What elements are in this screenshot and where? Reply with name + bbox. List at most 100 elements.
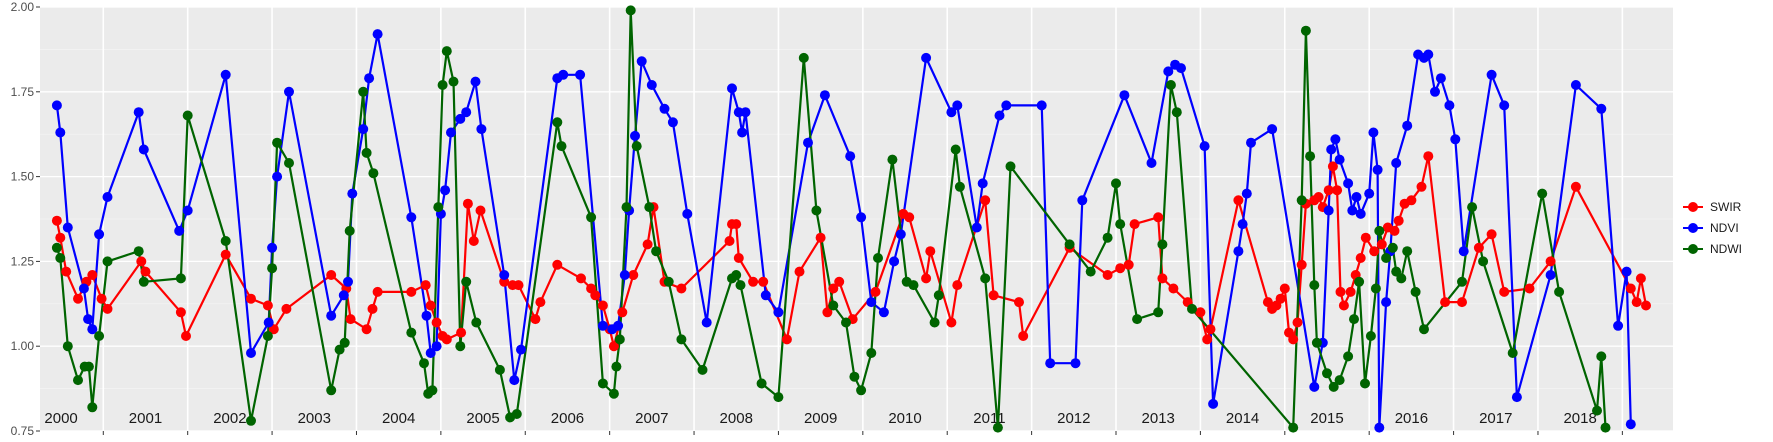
data-point-ndwi	[175, 273, 186, 284]
data-point-swir	[1625, 283, 1636, 294]
data-point-ndwi	[631, 141, 642, 152]
data-point-ndwi	[284, 158, 294, 168]
data-point-ndvi	[267, 242, 278, 253]
data-point-ndvi	[516, 344, 526, 355]
data-point-ndvi	[509, 375, 520, 386]
data-point-swir	[513, 280, 524, 291]
data-point-swir	[1631, 297, 1642, 308]
data-point-ndwi	[182, 110, 193, 121]
data-point-ndwi	[1309, 280, 1320, 291]
data-point-ndwi	[1111, 178, 1121, 189]
data-point-ndwi	[1153, 307, 1164, 318]
data-point-ndvi	[682, 208, 693, 219]
series-points	[51, 5, 1651, 433]
data-point-ndvi	[1351, 192, 1362, 202]
data-point-ndvi	[659, 103, 670, 114]
data-point-ndwi	[597, 378, 608, 389]
data-point-ndwi	[1381, 253, 1392, 263]
data-point-ndwi	[1328, 381, 1339, 392]
data-point-swir	[175, 307, 186, 318]
data-point-ndwi	[326, 385, 337, 396]
data-point-swir	[372, 286, 383, 297]
data-point-ndvi	[1430, 86, 1440, 97]
data-point-ndvi	[1176, 63, 1186, 74]
data-point-ndvi	[1199, 141, 1210, 152]
data-point-ndwi	[1187, 303, 1197, 314]
data-point-ndvi	[1343, 178, 1354, 189]
data-point-ndwi	[51, 242, 62, 253]
data-point-ndwi	[756, 378, 767, 389]
data-point-ndwi	[1396, 273, 1407, 284]
data-point-swir	[55, 232, 66, 243]
data-point-ndvi	[946, 107, 957, 118]
data-point-ndwi	[1343, 351, 1354, 362]
data-point-ndvi	[819, 90, 830, 101]
data-point-ndvi	[1545, 270, 1556, 280]
data-point-ndwi	[1064, 239, 1075, 250]
legend-key-point	[1688, 202, 1698, 212]
data-point-ndvi	[856, 212, 867, 223]
data-point-ndvi	[455, 113, 466, 124]
data-point-ndvi	[1001, 100, 1012, 111]
data-point-ndvi	[1450, 134, 1461, 145]
data-point-ndwi	[651, 246, 662, 257]
data-point-swir	[326, 270, 337, 280]
data-point-ndwi	[361, 147, 372, 158]
data-point-swir	[731, 219, 742, 230]
data-point-ndvi	[421, 310, 432, 321]
data-point-swir	[608, 341, 619, 352]
data-point-ndwi	[246, 415, 256, 426]
data-point-swir	[590, 290, 601, 301]
data-point-ndwi	[611, 361, 622, 372]
data-point-ndwi	[1165, 80, 1176, 90]
data-point-ndwi	[1554, 286, 1565, 297]
data-point-ndwi	[1085, 266, 1096, 277]
data-point-ndwi	[929, 317, 940, 328]
data-point-ndwi	[1402, 246, 1413, 257]
legend-key-point	[1688, 244, 1698, 254]
data-point-ndvi	[1368, 127, 1379, 138]
year-label: 2012	[1057, 410, 1090, 427]
data-point-swir	[1355, 253, 1366, 263]
data-point-ndvi	[1036, 100, 1047, 111]
data-point-ndvi	[1374, 422, 1385, 433]
data-point-ndvi	[431, 341, 442, 352]
data-point-swir	[246, 293, 256, 304]
year-label: 2010	[888, 410, 921, 427]
data-point-ndvi	[1391, 158, 1402, 168]
data-point-swir	[1157, 273, 1168, 284]
data-point-ndvi	[636, 56, 647, 67]
year-label: 2016	[1395, 410, 1428, 427]
data-point-swir	[367, 303, 378, 314]
data-point-ndwi	[83, 361, 94, 372]
data-point-swir	[794, 266, 805, 277]
data-point-ndwi	[856, 385, 867, 396]
data-point-ndwi	[1457, 276, 1467, 287]
data-point-swir	[1345, 286, 1356, 297]
data-point-ndwi	[1132, 314, 1143, 325]
data-point-ndwi	[455, 341, 466, 352]
data-point-swir	[345, 314, 356, 325]
data-point-swir	[1205, 324, 1216, 335]
data-point-ndwi	[1419, 324, 1429, 335]
data-point-swir	[1123, 259, 1134, 270]
data-point-ndwi	[1296, 195, 1307, 206]
data-point-ndwi	[644, 202, 655, 213]
year-label: 2003	[298, 410, 331, 427]
data-point-ndwi	[773, 392, 784, 403]
data-point-ndvi	[889, 256, 900, 267]
data-point-ndvi	[83, 314, 94, 325]
data-point-swir	[758, 276, 769, 287]
legend-label-ndwi: NDWI	[1710, 242, 1742, 256]
data-point-swir	[946, 317, 957, 328]
data-point-swir	[988, 290, 999, 301]
y-tick-label: 1.75	[11, 85, 35, 99]
data-point-ndvi	[1372, 164, 1383, 175]
year-labels: 2000 2001 2002 2003 2004 2005 2006 2007 2008 2009…	[44, 410, 1596, 427]
data-point-ndvi	[1119, 90, 1130, 101]
data-point-ndvi	[343, 276, 353, 287]
data-point-ndwi	[133, 246, 144, 257]
data-point-ndvi	[1364, 188, 1375, 199]
data-point-ndwi	[950, 144, 961, 155]
data-point-ndwi	[887, 154, 898, 165]
